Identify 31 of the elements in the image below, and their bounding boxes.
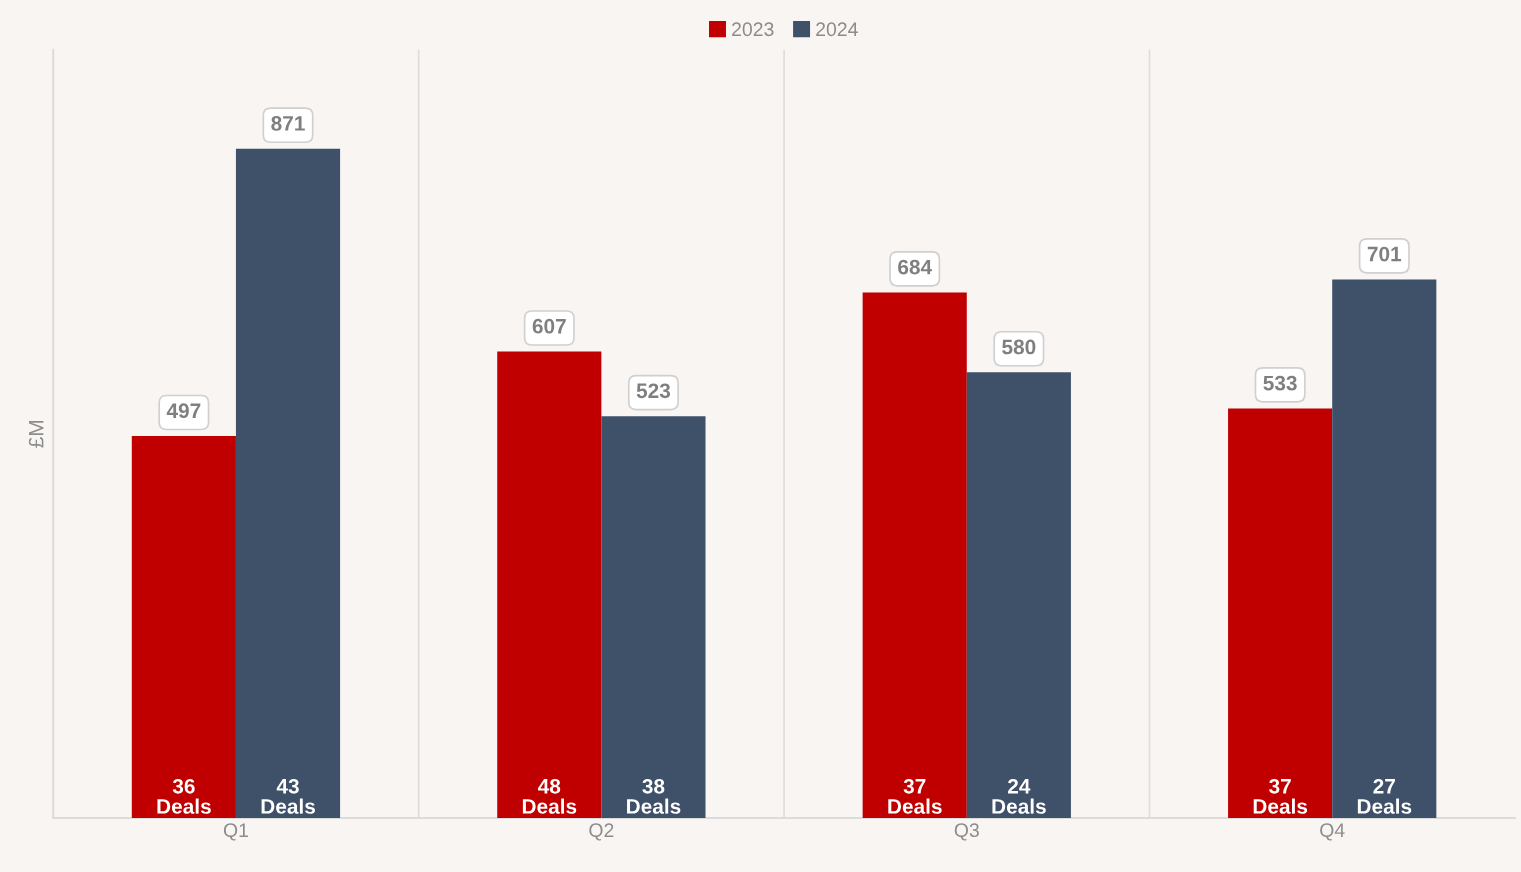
data-label: 607 — [532, 318, 566, 334]
annotation: 24 Deals — [992, 778, 1046, 814]
bar — [966, 372, 1071, 818]
x-tick-label: Q1 — [223, 823, 248, 841]
x-tick-label: Q4 — [1320, 823, 1345, 841]
annotation: 48 Deals — [522, 778, 577, 814]
x-tick-label: Q2 — [589, 823, 614, 841]
annotation: 37 Deals — [888, 778, 942, 814]
data-label: 523 — [636, 383, 671, 399]
bar — [601, 416, 706, 818]
data-label: 533 — [1263, 375, 1297, 391]
x-tick-label: Q3 — [954, 823, 979, 841]
annotation: 36 Deals — [157, 778, 211, 814]
annotation: 37 Deals — [1253, 778, 1308, 814]
legend-label: 2024 — [816, 22, 858, 37]
legend-label: 2023 — [732, 22, 774, 37]
y-axis-title: £M — [28, 421, 44, 448]
data-label: 701 — [1367, 246, 1402, 262]
annotation: 43 Deals — [261, 778, 315, 814]
annotation: 27 Deals — [1357, 778, 1412, 814]
bar — [235, 148, 341, 818]
data-label: 684 — [898, 259, 932, 275]
bar — [1332, 279, 1437, 818]
bar — [497, 351, 602, 818]
annotation: 38 Deals — [627, 778, 681, 814]
data-label: 871 — [271, 116, 305, 131]
data-label: 580 — [1002, 339, 1036, 355]
data-label: 497 — [166, 403, 201, 419]
bar — [862, 292, 967, 818]
bar — [131, 436, 236, 818]
bar — [1228, 408, 1333, 818]
